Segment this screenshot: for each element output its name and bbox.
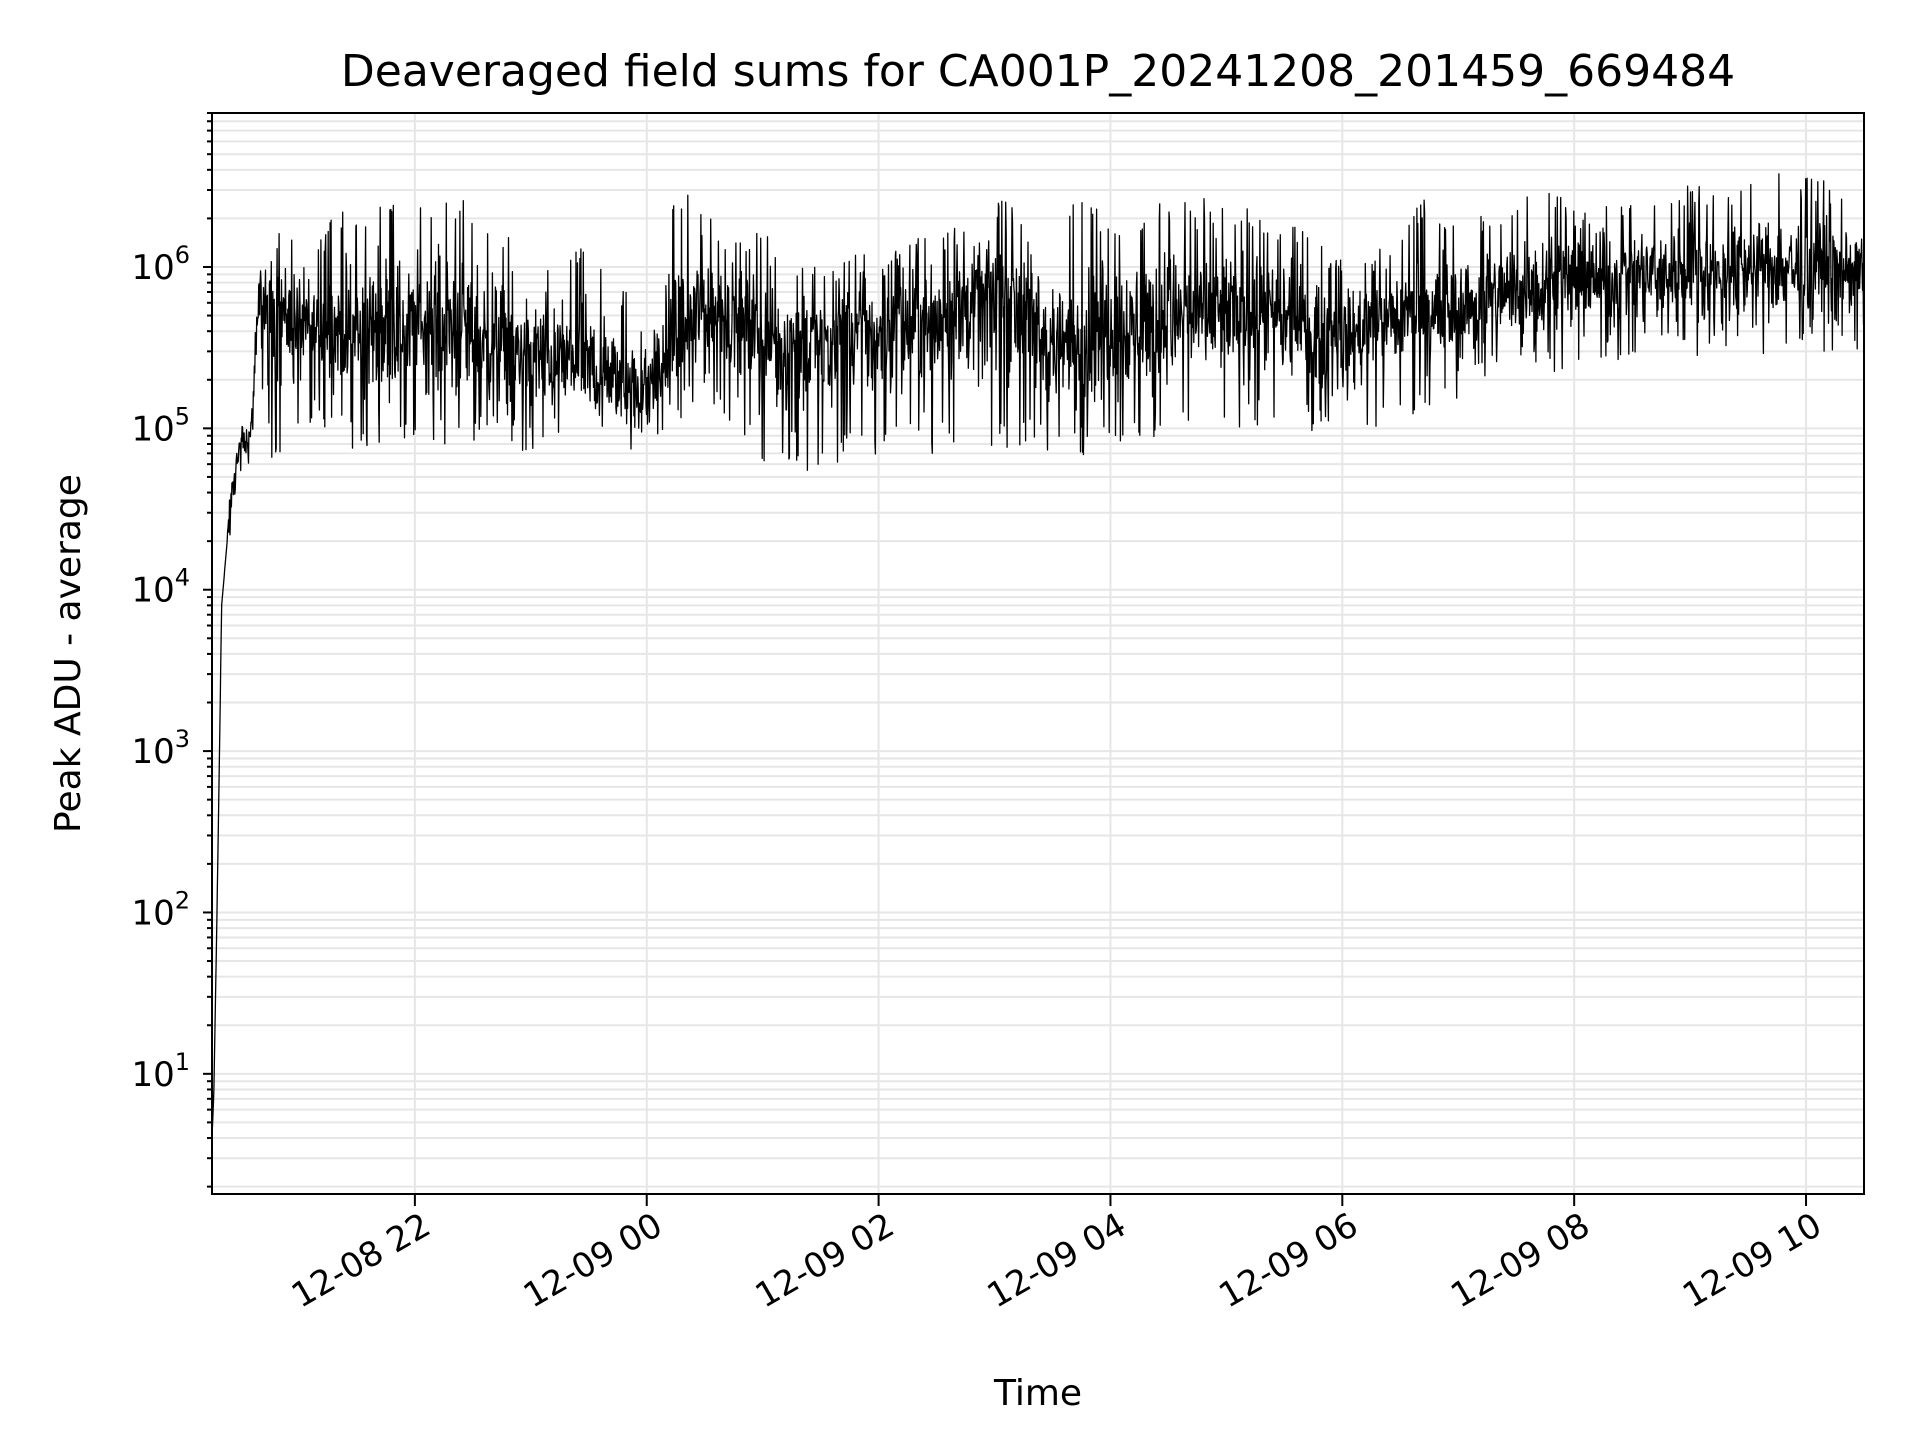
x-axis-label: Time: [993, 1373, 1082, 1414]
y-axis: 101 102 103 104 105 106: [131, 112, 212, 1188]
y-tick-label: 106: [131, 241, 190, 288]
grid-lines: [212, 112, 1864, 1194]
series-line: [211, 173, 1865, 1139]
chart-title: Deaveraged field sums for CA001P_2024120…: [341, 46, 1735, 97]
y-tick-label: 104: [131, 564, 190, 611]
y-tick-label: 105: [131, 402, 190, 449]
y-axis-label: Peak ADU - average: [48, 474, 89, 833]
y-tick-label: 103: [131, 725, 190, 772]
data-series: [211, 173, 1865, 1139]
y-tick-label: 101: [131, 1048, 190, 1095]
y-tick-label: 102: [131, 886, 190, 933]
